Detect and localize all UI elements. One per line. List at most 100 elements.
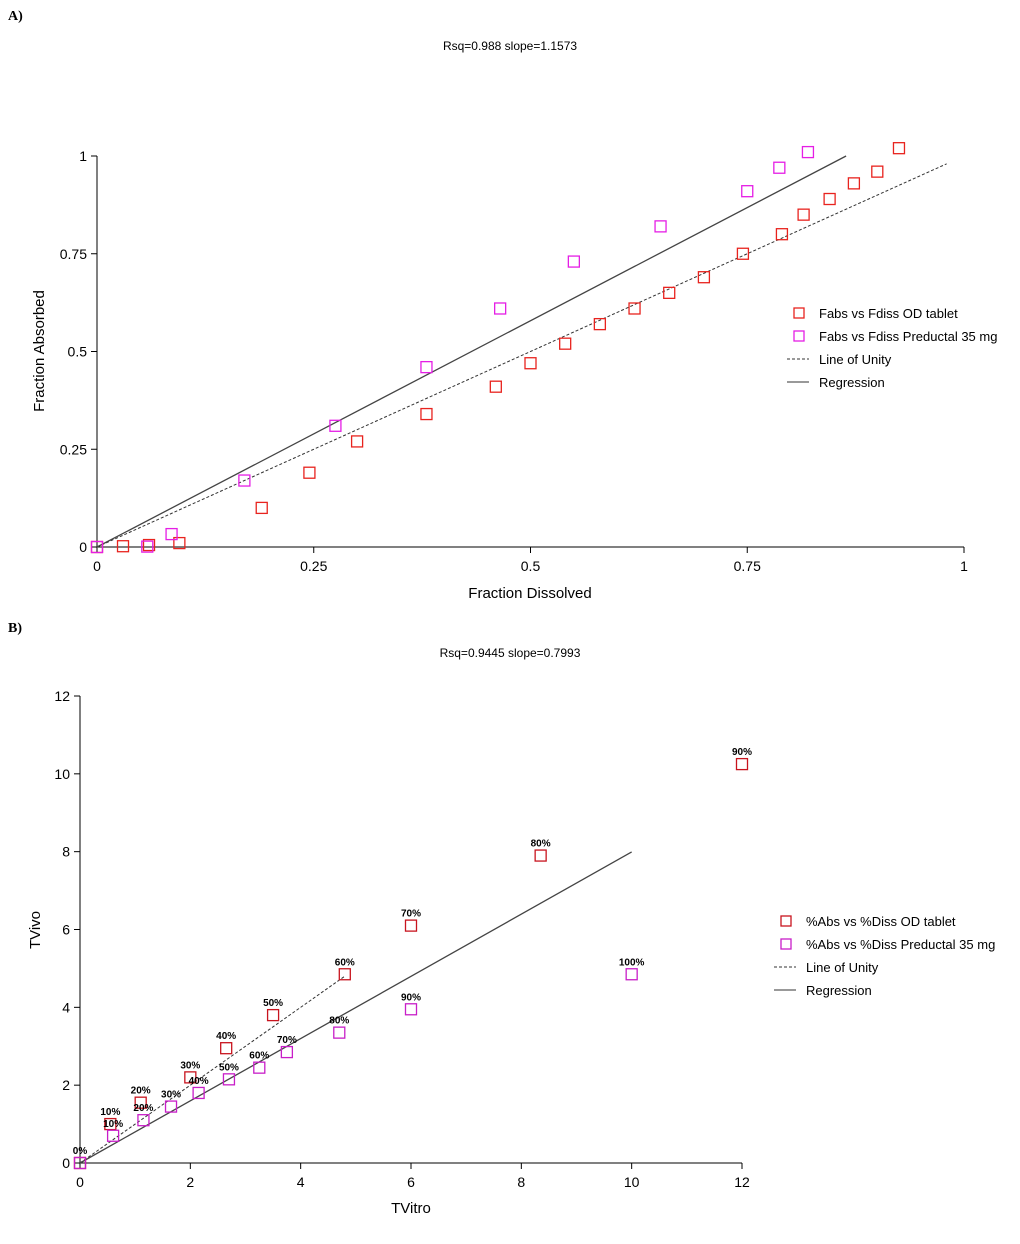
legend-entry: Fabs vs Fdiss Preductal 35 mg [819, 329, 997, 344]
data-label: 70% [277, 1035, 297, 1046]
legend-entry: Regression [819, 375, 885, 390]
legend-entry: Fabs vs Fdiss OD tablet [819, 306, 958, 321]
x-tick-label: 1 [960, 558, 968, 574]
legend-entry: Line of Unity [819, 352, 892, 367]
data-point [524, 357, 537, 370]
x-tick-label: 6 [407, 1174, 415, 1190]
legend: %Abs vs %Diss OD tablet %Abs vs %Diss Pre… [774, 914, 995, 998]
y-tick-label: 0.25 [60, 441, 87, 457]
data-point [141, 540, 154, 553]
y-tick-label: 2 [62, 1077, 70, 1093]
data-label: 10% [100, 1107, 120, 1118]
data-point [420, 407, 433, 421]
data-point [654, 220, 667, 233]
data-point [280, 1045, 294, 1059]
data-point [104, 1117, 117, 1131]
chart-panel-a: A) Rsq=0.988 slope=1.1573 0 0.25 0.5 0.75 1 0 0.… [8, 9, 997, 602]
data-point [164, 1100, 178, 1113]
y-tick-label: 12 [54, 688, 70, 704]
chart-title: Rsq=0.988 slope=1.1573 [443, 39, 577, 53]
data-point [255, 501, 268, 515]
data-label: 80% [531, 839, 551, 850]
y-tick-label: 0 [62, 1155, 70, 1171]
y-tick-label: 0.75 [60, 246, 87, 262]
data-point [593, 317, 607, 331]
y-tick-label: 0 [79, 539, 87, 555]
chart-panel-b: B) Rsq=0.9445 slope=0.7993 0 2 4 6 8 10 12 0 2 4 6 8 1… [8, 621, 995, 1217]
x-tick-label: 0.25 [300, 558, 327, 574]
data-label: 10% [103, 1119, 123, 1130]
data-point [165, 527, 178, 541]
data-point [192, 1086, 205, 1100]
y-tick-label: 6 [62, 922, 70, 938]
y-axis-title: Fraction Absorbed [31, 290, 48, 412]
data-label: 40% [189, 1076, 209, 1087]
series-2 [90, 145, 815, 554]
panel-label: B) [8, 621, 22, 636]
data-point [625, 968, 638, 981]
data-point [333, 1026, 346, 1039]
data-point [871, 165, 884, 178]
panel-label: A) [8, 9, 23, 24]
data-point [773, 161, 786, 174]
data-point [892, 142, 906, 155]
x-tick-label: 0 [93, 558, 101, 574]
data-point [73, 1156, 87, 1170]
data-point [404, 1003, 418, 1016]
series-2: 10% 20% 30% 40% 50% 60% 70% 80% 90% 100% [73, 957, 645, 1170]
legend-marker [793, 330, 805, 342]
data-point [303, 466, 316, 479]
regression-line [96, 155, 847, 548]
x-tick-label: 8 [517, 1174, 525, 1190]
legend-entry: %Abs vs %Diss OD tablet [806, 914, 956, 929]
data-label: 0% [73, 1146, 88, 1157]
line-of-unity [79, 975, 346, 1164]
data-point [142, 538, 156, 552]
data-point [134, 1096, 147, 1109]
x-tick-label: 2 [186, 1174, 194, 1190]
legend-entry: Line of Unity [806, 960, 879, 975]
data-point [350, 435, 364, 448]
series-1: 0% 10% 20% 30% 40% 50% 60% 70% 80% 90% [73, 747, 752, 1170]
data-point [253, 1061, 266, 1074]
data-point [735, 757, 749, 771]
data-point [797, 208, 810, 221]
y-tick-label: 4 [62, 999, 70, 1015]
x-tick-label: 0.5 [521, 558, 541, 574]
data-point [567, 255, 580, 268]
data-point [489, 380, 502, 393]
data-point [559, 337, 572, 350]
data-point [847, 177, 861, 190]
data-label: 30% [180, 1060, 200, 1071]
data-point [823, 192, 836, 206]
x-axis-title: Fraction Dissolved [468, 585, 591, 602]
data-label: 70% [401, 909, 421, 920]
data-label: 50% [219, 1062, 239, 1073]
data-point [628, 302, 641, 315]
data-point [184, 1071, 197, 1084]
data-label: 20% [133, 1103, 153, 1114]
data-point [697, 271, 711, 284]
data-point [404, 919, 418, 932]
y-tick-label: 8 [62, 844, 70, 860]
x-axis-title: TVitro [391, 1200, 431, 1217]
data-label: 40% [216, 1031, 236, 1042]
x-tick-label: 4 [297, 1174, 305, 1190]
chart-title: Rsq=0.9445 slope=0.7993 [440, 646, 581, 660]
legend-marker [780, 915, 792, 927]
data-label: 90% [401, 992, 421, 1003]
data-label: 90% [732, 747, 752, 758]
legend-entry: Regression [806, 983, 872, 998]
data-label: 30% [161, 1090, 181, 1101]
data-point [775, 228, 789, 241]
data-point [266, 1008, 280, 1022]
data-point [220, 1042, 233, 1055]
data-point [801, 145, 815, 159]
data-point [137, 1114, 150, 1127]
series-1 [90, 142, 906, 554]
data-point [173, 536, 186, 550]
legend: Fabs vs Fdiss OD tablet Fabs vs Fdiss Pre… [787, 306, 997, 390]
y-tick-label: 1 [79, 148, 87, 164]
legend-entry: %Abs vs %Diss Preductal 35 mg [806, 937, 995, 952]
x-tick-label: 12 [734, 1174, 750, 1190]
